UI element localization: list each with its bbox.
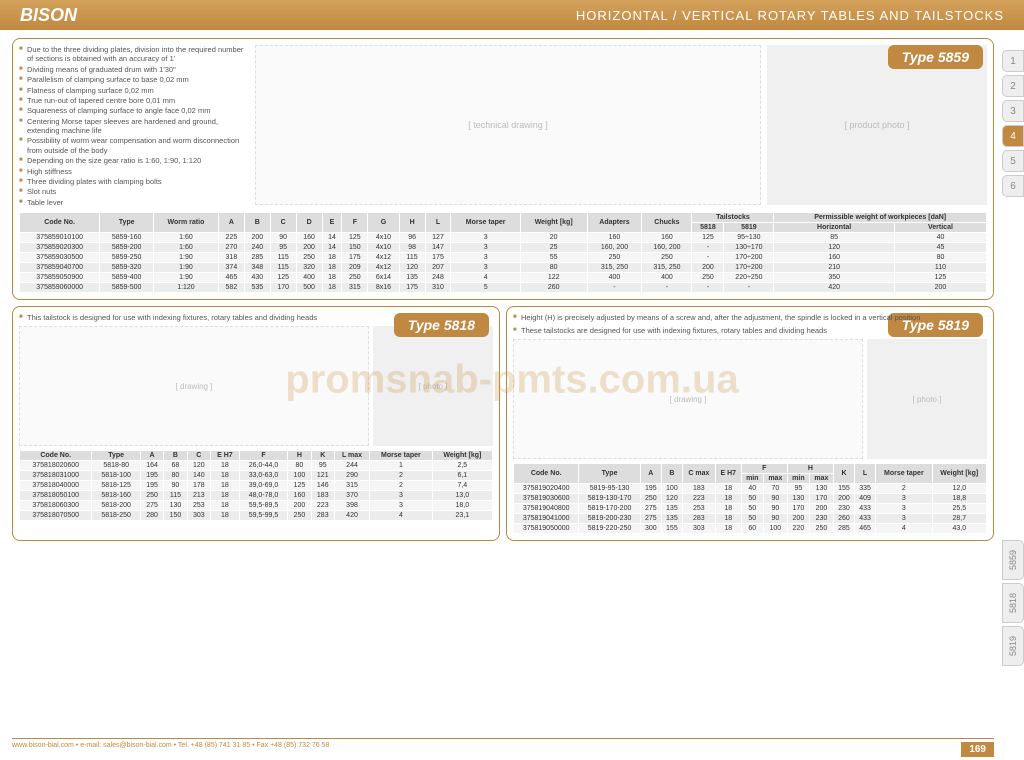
page-title: HORIZONTAL / VERTICAL ROTARY TABLES AND … [576, 8, 1004, 23]
table-row: 3758590305005859-2501:903182851152501817… [20, 253, 987, 263]
feature-item: Table lever [19, 198, 249, 207]
type-tab-5859[interactable]: 5859 [1002, 540, 1024, 580]
table-row: 3758190500005819-220-2503001553031860100… [514, 524, 987, 534]
technical-drawing-5859: [ technical drawing ] [255, 45, 761, 205]
feature-item: Slot nuts [19, 187, 249, 196]
footer-text: www.bison-bial.com • e-mail: sales@bison… [12, 742, 329, 757]
brand-logo: BISON [20, 5, 77, 26]
type-tab-5818[interactable]: 5818 [1002, 583, 1024, 623]
feature-item: Due to the three dividing plates, divisi… [19, 45, 249, 64]
chapter-tab-4[interactable]: 4 [1002, 125, 1024, 147]
feature-item: Dividing means of graduated drum with 1'… [19, 65, 249, 74]
table-row: 3758180310005818-100195801401833,0-63,01… [20, 471, 493, 481]
table-row: 3758180705005818-2502801503031859,5-99,5… [20, 511, 493, 521]
chapter-tab-1[interactable]: 1 [1002, 50, 1024, 72]
chapter-tab-2[interactable]: 2 [1002, 75, 1024, 97]
feature-item: Flatness of clamping surface 0,02 mm [19, 86, 249, 95]
page-number: 169 [961, 742, 994, 757]
product-photo-5859: [ product photo ] [767, 45, 987, 205]
table-row: 3758590407005859-3201:903743481153201820… [20, 263, 987, 273]
table-row: 3758590509005859-4001:904654301254001825… [20, 273, 987, 283]
spec-table-5818: Code No.TypeABCE H7FHKL maxMorse taperWe… [19, 450, 493, 521]
table-row: 3758590101005859-1601:602252009016014125… [20, 233, 987, 243]
note-5818: This tailstock is designed for use with … [19, 313, 493, 322]
type-tab-5819[interactable]: 5819 [1002, 626, 1024, 666]
spec-table-5859: Code No.TypeWorm ratioABCDEFGHLMorse tap… [19, 212, 987, 293]
panel-5819: Type 5819 Height (H) is precisely adjust… [506, 306, 994, 541]
type-badge-5859: Type 5859 [888, 45, 983, 69]
table-row: 3758190410005819-200-2302751352831850902… [514, 514, 987, 524]
table-row: 3758180501005818-1602501152131848,0-78,0… [20, 491, 493, 501]
chapter-tab-3[interactable]: 3 [1002, 100, 1024, 122]
feature-item: Possibility of worm wear compensation an… [19, 136, 249, 155]
table-row: 3758190408005819-170-2002751352531850901… [514, 504, 987, 514]
table-row: 3758590600005859-5001:120582535170500183… [20, 283, 987, 293]
chapter-tab-6[interactable]: 6 [1002, 175, 1024, 197]
page-footer: www.bison-bial.com • e-mail: sales@bison… [12, 738, 994, 757]
feature-item: Three dividing plates with clamping bolt… [19, 177, 249, 186]
feature-item: Depending on the size gear ratio is 1:60… [19, 156, 249, 165]
product-photo-5818: [ photo ] [373, 326, 493, 446]
feature-item: Parallelism of clamping surface to base … [19, 75, 249, 84]
type-tabs: 5859 5818 5819 [1002, 540, 1024, 666]
table-row: 3758190306005819-130-1702501202231850901… [514, 494, 987, 504]
table-row: 3758590203005859-2001:602702409520014150… [20, 243, 987, 253]
features-list: Due to the three dividing plates, divisi… [19, 45, 249, 208]
feature-item: Squareness of clamping surface to angle … [19, 106, 249, 115]
table-row: 3758180400005818-125195901781839,0-69,01… [20, 481, 493, 491]
technical-drawing-5818: [ drawing ] [19, 326, 369, 446]
feature-item: High stiffness [19, 167, 249, 176]
table-row: 3758180206005818-80164681201826,0-44,080… [20, 461, 493, 471]
page-header: BISON HORIZONTAL / VERTICAL ROTARY TABLE… [0, 0, 1024, 30]
panel-5859: Type 5859 Due to the three dividing plat… [12, 38, 994, 300]
table-row: 3758180603005818-2002751302531859,5-89,5… [20, 501, 493, 511]
feature-item: Centering Morse taper sleeves are harden… [19, 117, 249, 136]
panel-5818: Type 5818 This tailstock is designed for… [12, 306, 500, 541]
chapter-tabs: 1 2 3 4 5 6 [1002, 50, 1024, 197]
spec-table-5819: Code No.TypeABC maxE H7FHKLMorse taperWe… [513, 463, 987, 534]
technical-drawing-5819: [ drawing ] [513, 339, 863, 459]
chapter-tab-5[interactable]: 5 [1002, 150, 1024, 172]
note-5819: Height (H) is precisely adjusted by mean… [513, 313, 987, 322]
feature-item: True run-out of tapered centre bore 0,01… [19, 96, 249, 105]
note-5819: These tailstocks are designed for use wi… [513, 326, 987, 335]
product-photo-5819: [ photo ] [867, 339, 987, 459]
table-row: 3758190204005819-95-13019510018318407095… [514, 484, 987, 494]
